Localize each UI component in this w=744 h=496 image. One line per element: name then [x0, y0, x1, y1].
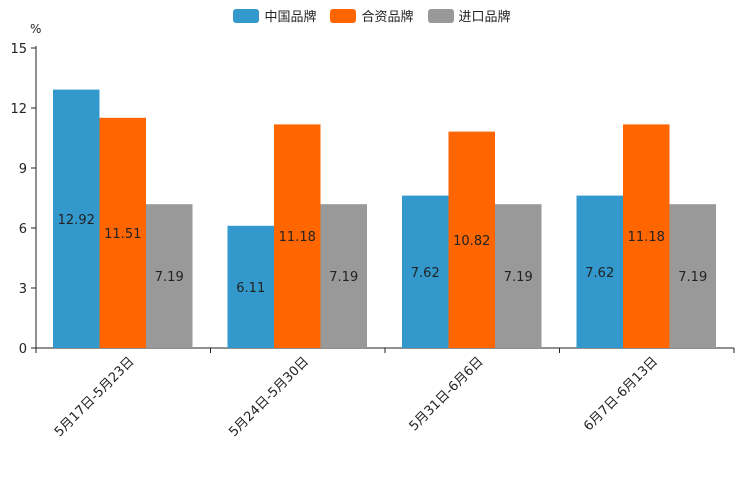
legend-item-joint-venture-brand[interactable]: 合资品牌 [330, 6, 414, 25]
bar [99, 117, 146, 348]
bar [274, 124, 321, 349]
bar-data-label: 7.19 [504, 270, 533, 285]
bar [402, 195, 449, 348]
y-axis-unit: % [30, 22, 42, 36]
legend-label-china-brand: 中国品牌 [264, 10, 317, 25]
legend-label-import-brand: 进口品牌 [458, 10, 511, 25]
bar [146, 204, 193, 348]
bar-data-label: 6.11 [236, 281, 265, 296]
bar [448, 131, 495, 348]
legend-swatch-china-brand [233, 8, 260, 23]
bar [623, 124, 670, 349]
bar-data-label: 7.62 [585, 266, 614, 281]
bar [669, 204, 716, 348]
bar [495, 204, 542, 348]
bar-data-label: 7.19 [678, 270, 707, 285]
bar-data-label: 11.51 [104, 227, 141, 242]
bar-data-label: 7.62 [411, 266, 440, 281]
bar [53, 89, 100, 348]
bar [576, 195, 623, 348]
legend-label-joint-venture-brand: 合资品牌 [361, 10, 414, 25]
legend-item-china-brand[interactable]: 中国品牌 [233, 6, 316, 25]
y-tick-label: 6 [19, 222, 27, 237]
bar-data-label: 10.82 [453, 234, 490, 249]
bar-data-label: 12.92 [58, 213, 95, 228]
x-tick-label: 5月24日-5月30日 [226, 354, 312, 440]
bar [227, 225, 274, 348]
bar-data-label: 7.19 [329, 270, 358, 285]
legend: 中国品牌 合资品牌 进口品牌 [0, 6, 744, 25]
x-tick-label: 6月7日-6月13日 [581, 354, 661, 434]
bar-data-label: 11.18 [628, 230, 665, 245]
y-tick-label: 0 [19, 342, 27, 357]
bar-data-label: 11.18 [279, 230, 316, 245]
legend-swatch-joint-venture-brand [330, 8, 357, 23]
legend-swatch-import-brand [427, 8, 454, 23]
y-tick-label: 9 [19, 162, 27, 177]
y-tick-label: 15 [10, 42, 27, 57]
bar-data-label: 7.19 [155, 270, 184, 285]
bar [320, 204, 367, 348]
x-tick-label: 5月31日-6月6日 [407, 354, 487, 434]
legend-item-import-brand[interactable]: 进口品牌 [427, 6, 511, 25]
x-tick-label: 5月17日-5月23日 [52, 354, 138, 440]
y-tick-label: 12 [10, 102, 27, 117]
y-tick-label: 3 [19, 282, 27, 297]
